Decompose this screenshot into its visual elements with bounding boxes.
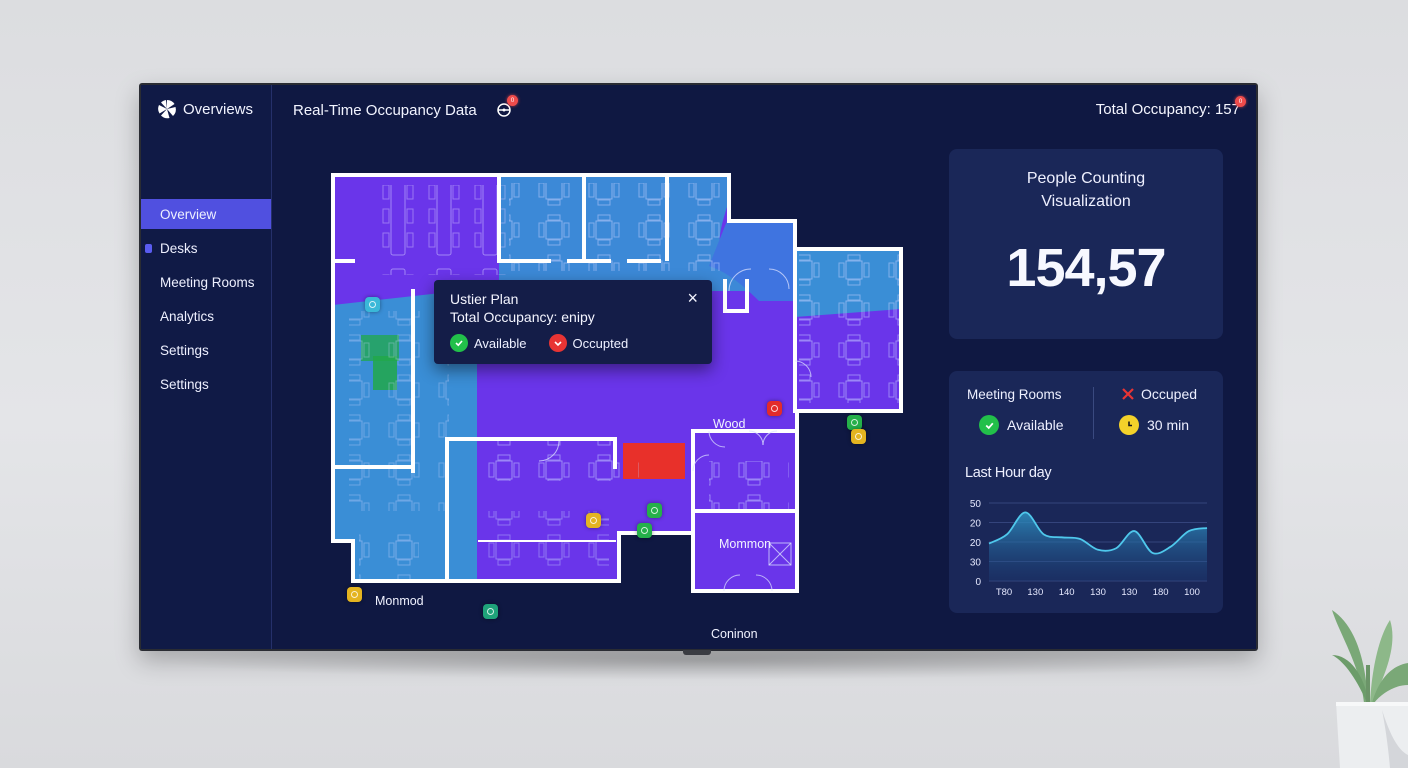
svg-text:180: 180	[1153, 587, 1169, 598]
brand-label: Overviews	[183, 100, 254, 118]
svg-text:50: 50	[970, 499, 982, 510]
check-icon	[979, 415, 999, 435]
sidebar-item-analytics[interactable]: Analytics	[141, 301, 271, 331]
sidebar-item-desks[interactable]: Desks	[141, 233, 271, 263]
clock-icon	[1119, 415, 1139, 435]
dashboard-screen: Overviews Overview Desks Meeting Rooms A…	[141, 85, 1256, 649]
desk-marker-occupied[interactable]	[767, 401, 782, 416]
desk-marker-available[interactable]	[847, 415, 862, 430]
last-hour-area-chart: 50 20 20 30 0 T80 130 140 130 130 180 100	[970, 499, 1208, 598]
rooms-time-status: 30 min	[1119, 415, 1189, 435]
desk-marker-available[interactable]	[637, 523, 652, 538]
people-counting-card: People Counting Visualization 154,57	[949, 149, 1223, 339]
sidebar-item-label: Settings	[160, 376, 209, 392]
tooltip-subtitle: Total Occupancy: enipy	[450, 309, 595, 325]
desks-marker-icon	[145, 243, 152, 253]
sidebar-item-settings-2[interactable]: Settings	[141, 369, 271, 399]
tooltip-title: Ustier Plan	[450, 291, 519, 307]
svg-text:0: 0	[975, 577, 981, 588]
svg-text:T80: T80	[996, 587, 1012, 598]
sidebar-item-label: Settings	[160, 342, 209, 358]
floor-plan[interactable]: Wood Mommon Monmod Coninon	[329, 171, 904, 641]
meeting-rooms-label: Meeting Rooms	[967, 387, 1062, 402]
room-label-wood: Wood	[713, 417, 746, 431]
svg-text:20: 20	[970, 519, 982, 530]
legend-occupied-label: Occupted	[572, 335, 629, 351]
chart-title: Last Hour day	[965, 465, 1052, 481]
sidebar-item-label: Overview	[160, 206, 217, 222]
occupied-label: Occuped	[1141, 386, 1198, 402]
close-icon[interactable]: ×	[687, 288, 698, 308]
desk-marker-reserved[interactable]	[851, 429, 866, 444]
svg-text:20: 20	[970, 538, 982, 549]
desk-marker-available[interactable]	[647, 503, 662, 518]
rooms-available-status: Available	[979, 415, 1064, 435]
sidebar-item-label: Meeting Rooms	[160, 274, 255, 290]
people-count-value: 154,57	[1006, 238, 1166, 298]
svg-text:130: 130	[1027, 587, 1043, 598]
people-title-line2: Visualization	[1041, 193, 1131, 210]
target-icon[interactable]: 0	[496, 95, 518, 118]
sidebar: Overviews Overview Desks Meeting Rooms A…	[141, 85, 272, 649]
desk-marker-teal[interactable]	[483, 604, 498, 619]
room-label-coninon: Coninon	[711, 627, 758, 641]
sidebar-item-settings[interactable]: Settings	[141, 335, 271, 365]
room-label-mommon: Mommon	[719, 537, 772, 551]
divider	[1093, 387, 1094, 439]
check-icon	[450, 334, 468, 352]
svg-text:140: 140	[1059, 587, 1075, 598]
floor-tooltip: Ustier Plan Total Occupancy: enipy × Ava…	[434, 280, 712, 364]
time-label: 30 min	[1147, 417, 1190, 433]
available-label: Available	[1007, 417, 1064, 433]
sidebar-item-label: Analytics	[160, 308, 215, 324]
tooltip-legend: Available Occupted	[450, 334, 696, 352]
sidebar-nav: Overview Desks Meeting Rooms Analytics S…	[141, 199, 271, 403]
desk-marker-teal[interactable]	[365, 297, 380, 312]
notification-badge: 0	[507, 95, 518, 106]
floor-plan-drawing	[331, 173, 903, 593]
svg-text:30: 30	[970, 558, 982, 569]
legend-occupied: Occupted	[548, 334, 629, 352]
meeting-rooms-card: Meeting Rooms Available Occuped 30 min L…	[949, 371, 1223, 613]
total-occupancy-text: Total Occupancy: 157	[1095, 101, 1240, 118]
desk-marker-reserved[interactable]	[347, 587, 362, 602]
sidebar-item-meeting-rooms[interactable]: Meeting Rooms	[141, 267, 271, 297]
people-counting-title: People Counting Visualization	[949, 167, 1223, 213]
brand[interactable]: Overviews	[157, 99, 253, 119]
check-icon	[548, 334, 567, 352]
total-occupancy: Total Occupancy: 157 0	[1095, 96, 1246, 118]
legend-available: Available	[450, 334, 527, 352]
room-label-monmod: Monmod	[375, 594, 424, 608]
people-title-line1: People Counting	[1026, 170, 1146, 187]
svg-text:100: 100	[1184, 587, 1200, 598]
potted-plant	[1332, 610, 1408, 768]
sidebar-item-overview[interactable]: Overview	[141, 199, 271, 229]
display-notch	[683, 650, 711, 655]
occupancy-badge: 0	[1235, 96, 1246, 107]
svg-text:130: 130	[1090, 587, 1106, 598]
legend-available-label: Available	[474, 335, 527, 351]
svg-text:130: 130	[1121, 587, 1137, 598]
desk-marker-reserved[interactable]	[586, 513, 601, 528]
rooms-occupied-status: Occuped	[1121, 386, 1197, 402]
page-title: Real-Time Occupancy Data	[293, 102, 477, 119]
pinwheel-logo-icon	[158, 99, 176, 119]
sidebar-item-label: Desks	[160, 240, 198, 256]
x-mark-icon	[1122, 388, 1134, 400]
wall-display: Overviews Overview Desks Meeting Rooms A…	[139, 83, 1258, 651]
